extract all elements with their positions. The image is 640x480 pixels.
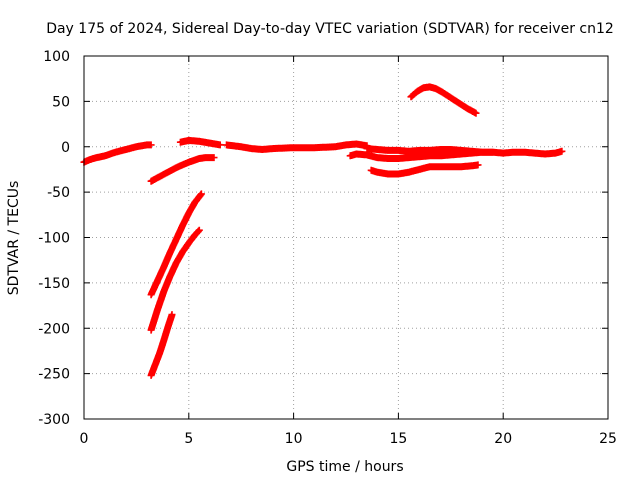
y-tick-label: 100	[43, 49, 70, 65]
series-arc-5	[147, 226, 203, 334]
series-arc-6	[147, 311, 176, 379]
data-point-markers	[147, 190, 205, 299]
plot-frame	[83, 55, 609, 420]
y-tick-label: -200	[38, 321, 70, 337]
data-point-markers	[147, 154, 218, 185]
y-tick-label: 50	[52, 94, 70, 110]
series-arc-7	[223, 140, 371, 153]
data-point-markers	[147, 311, 176, 379]
series-arc-9	[363, 145, 566, 158]
data-point-markers	[80, 141, 155, 166]
x-tick-label: 10	[285, 431, 303, 447]
axis-ticks	[83, 55, 609, 420]
x-axis-label: GPS time / hours	[286, 459, 403, 475]
x-tick-label: 15	[389, 431, 407, 447]
series-arc-2	[147, 154, 218, 185]
data-point-markers	[407, 83, 480, 117]
series-arc-3	[176, 136, 224, 149]
x-tick-label: 5	[184, 431, 193, 447]
data-point-markers	[223, 140, 371, 153]
y-tick-label: -50	[47, 185, 70, 201]
y-tick-labels: -300 -250 -200 -150 -100 -50 0 50 100	[38, 49, 70, 428]
data-point-markers	[367, 161, 482, 178]
y-tick-label: -250	[38, 367, 70, 383]
series-arc-11	[407, 83, 480, 117]
data-point-markers	[176, 136, 224, 149]
data-series	[80, 83, 566, 379]
series-arc-1	[80, 141, 155, 166]
grid-lines	[84, 56, 608, 419]
data-point-markers	[363, 145, 566, 158]
y-tick-label: -300	[38, 412, 70, 428]
y-axis-label: SDTVAR / TECUs	[6, 181, 22, 296]
y-tick-label: 0	[61, 140, 70, 156]
x-tick-labels: 0 5 10 15 20 25	[80, 431, 617, 447]
series-arc-10	[367, 161, 482, 178]
x-tick-label: 0	[80, 431, 89, 447]
y-tick-label: -150	[38, 276, 70, 292]
data-point-markers	[147, 226, 203, 334]
x-tick-label: 20	[494, 431, 512, 447]
series-arc-4	[147, 190, 205, 299]
chart-title: Day 175 of 2024, Sidereal Day-to-day VTE…	[46, 21, 614, 37]
y-tick-label: -100	[38, 231, 70, 247]
x-tick-label: 25	[599, 431, 617, 447]
